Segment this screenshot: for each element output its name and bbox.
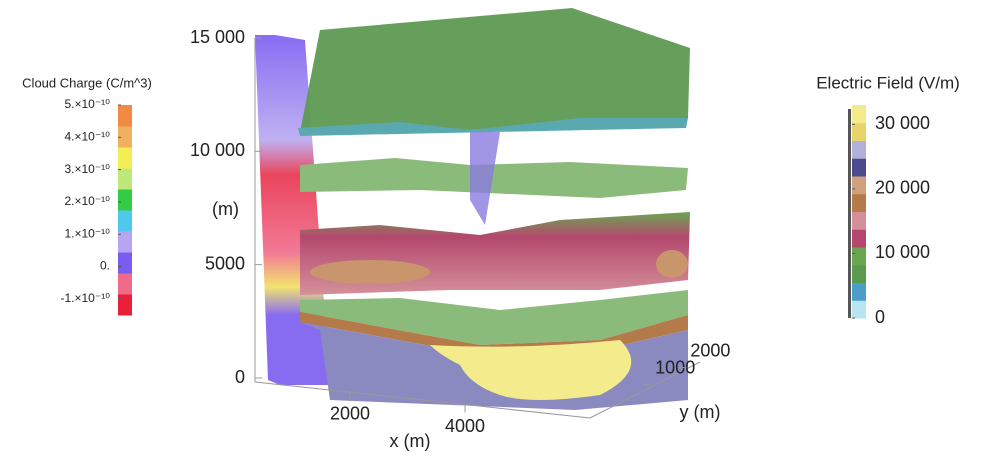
- colorbar-tick-label: 0: [875, 307, 885, 327]
- colorbar-swatch: [118, 189, 132, 211]
- y-axis-label: y (m): [680, 402, 721, 422]
- charge-slab: [255, 35, 330, 385]
- z-tick-label: 0: [235, 367, 245, 387]
- field-layer: [298, 118, 688, 136]
- colorbar-swatch: [852, 264, 866, 283]
- colorbar-tick-label: 20 000: [875, 178, 930, 198]
- x-tick-label: 2000: [330, 403, 370, 423]
- colorbar-tick-label: 4.×10⁻¹⁰: [64, 129, 110, 143]
- colorbar-swatch: [852, 229, 866, 248]
- z-tick-label: 5000: [205, 253, 245, 273]
- colorbar-tick-label: 2.×10⁻¹⁰: [64, 194, 110, 208]
- colorbar-swatch: [852, 140, 866, 159]
- colorbar-tick-label: 30 000: [875, 113, 930, 133]
- colorbar-title: Electric Field (V/m): [816, 73, 960, 92]
- colorbar-swatch: [118, 231, 132, 253]
- colorbar-swatch: [852, 176, 866, 195]
- colorbar-tick-label: 3.×10⁻¹⁰: [64, 162, 110, 176]
- x-tick-label: 4000: [445, 416, 485, 436]
- y-tick-label: 1000: [655, 358, 695, 378]
- colorbar-swatch: [118, 210, 132, 232]
- axis-line: [589, 361, 701, 419]
- colorbar-swatch: [852, 158, 866, 177]
- colorbar-swatch: [852, 282, 866, 301]
- colorbar-swatch: [118, 168, 132, 190]
- field-layer: [300, 158, 688, 198]
- colorbar-swatch: [852, 211, 866, 230]
- colorbar-swatch: [118, 126, 132, 148]
- colorbar-swatch: [118, 147, 132, 169]
- colorbar-swatch: [852, 247, 866, 266]
- colorbar-swatch: [852, 193, 866, 212]
- z-tick-label: 10 000: [190, 140, 245, 160]
- volume-render: [255, 8, 690, 410]
- axis-frame: [254, 38, 701, 419]
- z-tick-label: 15 000: [190, 27, 245, 47]
- colorbar-tick-label: 5.×10⁻¹⁰: [64, 97, 110, 111]
- colorbar-swatch: [118, 252, 132, 274]
- colorbar-tick-label: 1.×10⁻¹⁰: [64, 226, 110, 240]
- colorbar-swatch: [118, 273, 132, 295]
- field-layer: [470, 132, 500, 225]
- field-layer: [300, 8, 690, 132]
- field-blob: [430, 340, 632, 400]
- colorbar-title: Cloud Charge (C/m^3): [22, 75, 152, 90]
- colorbar-tick-label: -1.×10⁻¹⁰: [61, 291, 111, 305]
- colorbar-swatch: [852, 300, 866, 319]
- colorbar-tick-label: 0.: [100, 259, 110, 273]
- y-tick-label: 2000: [690, 340, 730, 360]
- colorbar-swatch: [852, 122, 866, 141]
- x-axis-label: x (m): [390, 431, 431, 451]
- colorbar-swatch: [852, 105, 866, 124]
- field-layer: [300, 290, 688, 345]
- colorbar-swatch: [118, 294, 132, 316]
- colorbar-edge: [848, 109, 851, 318]
- colorbar-tick-label: 10 000: [875, 242, 930, 262]
- z-axis-label: (m): [212, 199, 239, 219]
- field-blob: [310, 260, 430, 284]
- colorbar-swatch: [118, 105, 132, 127]
- axis-line: [254, 381, 591, 419]
- field-blob: [656, 250, 688, 278]
